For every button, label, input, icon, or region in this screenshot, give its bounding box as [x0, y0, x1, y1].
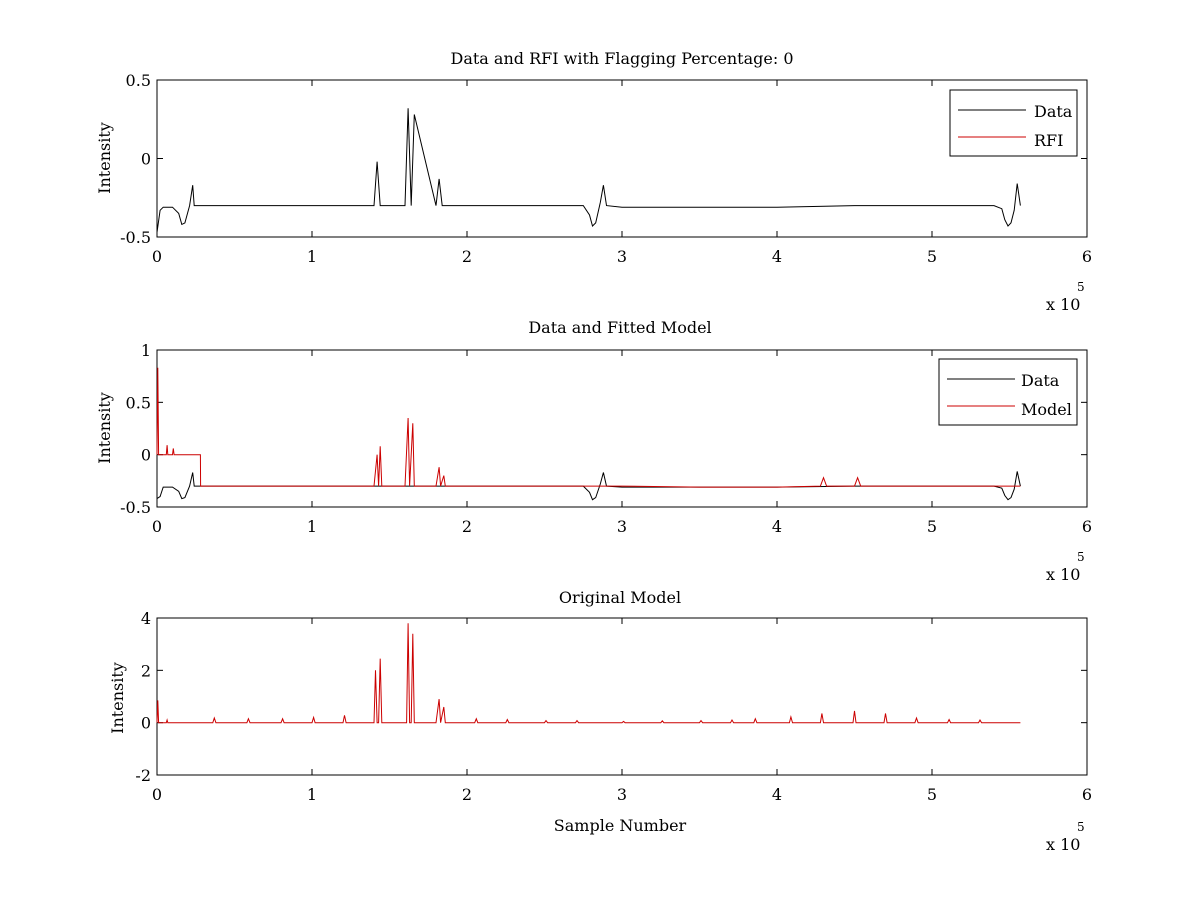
subplot-original-model: Original Model Intensity Sample Number x…: [108, 588, 1092, 854]
x-exponent-label: x 10: [1046, 835, 1080, 854]
subplot-data-and-rfi: Data and RFI with Flagging Percentage: 0…: [95, 49, 1092, 314]
subplot-data-and-fitted-model: Data and Fitted Model Intensity x 10 5 0…: [95, 318, 1092, 584]
x-tick-label: 3: [617, 517, 627, 536]
chart-title: Data and Fitted Model: [528, 318, 711, 337]
series-line-model: [156, 623, 1021, 724]
x-tick-label: 2: [462, 785, 472, 804]
y-tick-label: -2: [135, 766, 151, 785]
plot-area: [156, 617, 1088, 776]
axis-ticks: 0 1 2 3 4 5 6-0.500.51: [120, 341, 1092, 536]
y-tick-label: 0: [141, 446, 151, 465]
y-tick-label: 0: [141, 714, 151, 733]
x-tick-label: 6: [1082, 785, 1092, 804]
y-tick-label: 2: [141, 661, 151, 680]
x-tick-label: 5: [927, 517, 937, 536]
series-group: [156, 108, 1021, 233]
x-tick-label: 6: [1082, 247, 1092, 266]
x-exponent-label: x 10: [1046, 295, 1080, 314]
x-tick-label: 2: [462, 247, 472, 266]
legend-label-model: Model: [1021, 400, 1072, 419]
x-tick-label: 0: [152, 247, 162, 266]
series-line-data: [156, 471, 1021, 501]
x-tick-label: 1: [307, 785, 317, 804]
legend: Data Model: [938, 358, 1078, 426]
y-axis-label: Intensity: [95, 392, 114, 464]
x-tick-label: 0: [152, 517, 162, 536]
x-exponent-power: 5: [1077, 280, 1085, 294]
legend-box: [949, 89, 1078, 157]
x-exponent-label: x 10: [1046, 565, 1080, 584]
y-axis-label: Intensity: [95, 122, 114, 194]
plot-area: [156, 79, 1088, 238]
legend-box: [938, 358, 1078, 426]
series-line-model: [156, 367, 1021, 488]
x-tick-label: 3: [617, 247, 627, 266]
legend-label-data: Data: [1021, 371, 1060, 390]
legend: Data RFI: [949, 89, 1078, 157]
x-tick-label: 6: [1082, 517, 1092, 536]
x-tick-label: 1: [307, 517, 317, 536]
series-line-data: [156, 108, 1021, 233]
y-tick-label: 0: [141, 150, 151, 169]
x-tick-label: 4: [772, 785, 782, 804]
x-tick-label: 5: [927, 247, 937, 266]
y-tick-label: 1: [141, 341, 151, 360]
chart-title: Original Model: [559, 588, 681, 607]
series-group: [156, 623, 1021, 724]
x-tick-label: 2: [462, 517, 472, 536]
y-tick-label: 0.5: [126, 71, 151, 90]
x-exponent-power: 5: [1077, 820, 1085, 834]
x-axis-label: Sample Number: [554, 816, 687, 835]
y-tick-label: -0.5: [120, 228, 151, 247]
x-exponent-power: 5: [1077, 550, 1085, 564]
legend-label-data: Data: [1034, 102, 1073, 121]
legend-label-rfi: RFI: [1034, 131, 1063, 150]
axis-ticks: 0 1 2 3 4 5 6-0.500.5: [120, 71, 1092, 266]
x-tick-label: 4: [772, 517, 782, 536]
chart-title: Data and RFI with Flagging Percentage: 0: [450, 49, 793, 68]
series-group: [156, 367, 1021, 501]
y-tick-label: 4: [141, 609, 151, 628]
x-tick-label: 3: [617, 785, 627, 804]
x-tick-label: 0: [152, 785, 162, 804]
x-tick-label: 5: [927, 785, 937, 804]
x-tick-label: 4: [772, 247, 782, 266]
y-tick-label: -0.5: [120, 498, 151, 517]
x-tick-label: 1: [307, 247, 317, 266]
y-axis-label: Intensity: [108, 662, 127, 734]
plot-area: [156, 349, 1088, 508]
y-tick-label: 0.5: [126, 393, 151, 412]
